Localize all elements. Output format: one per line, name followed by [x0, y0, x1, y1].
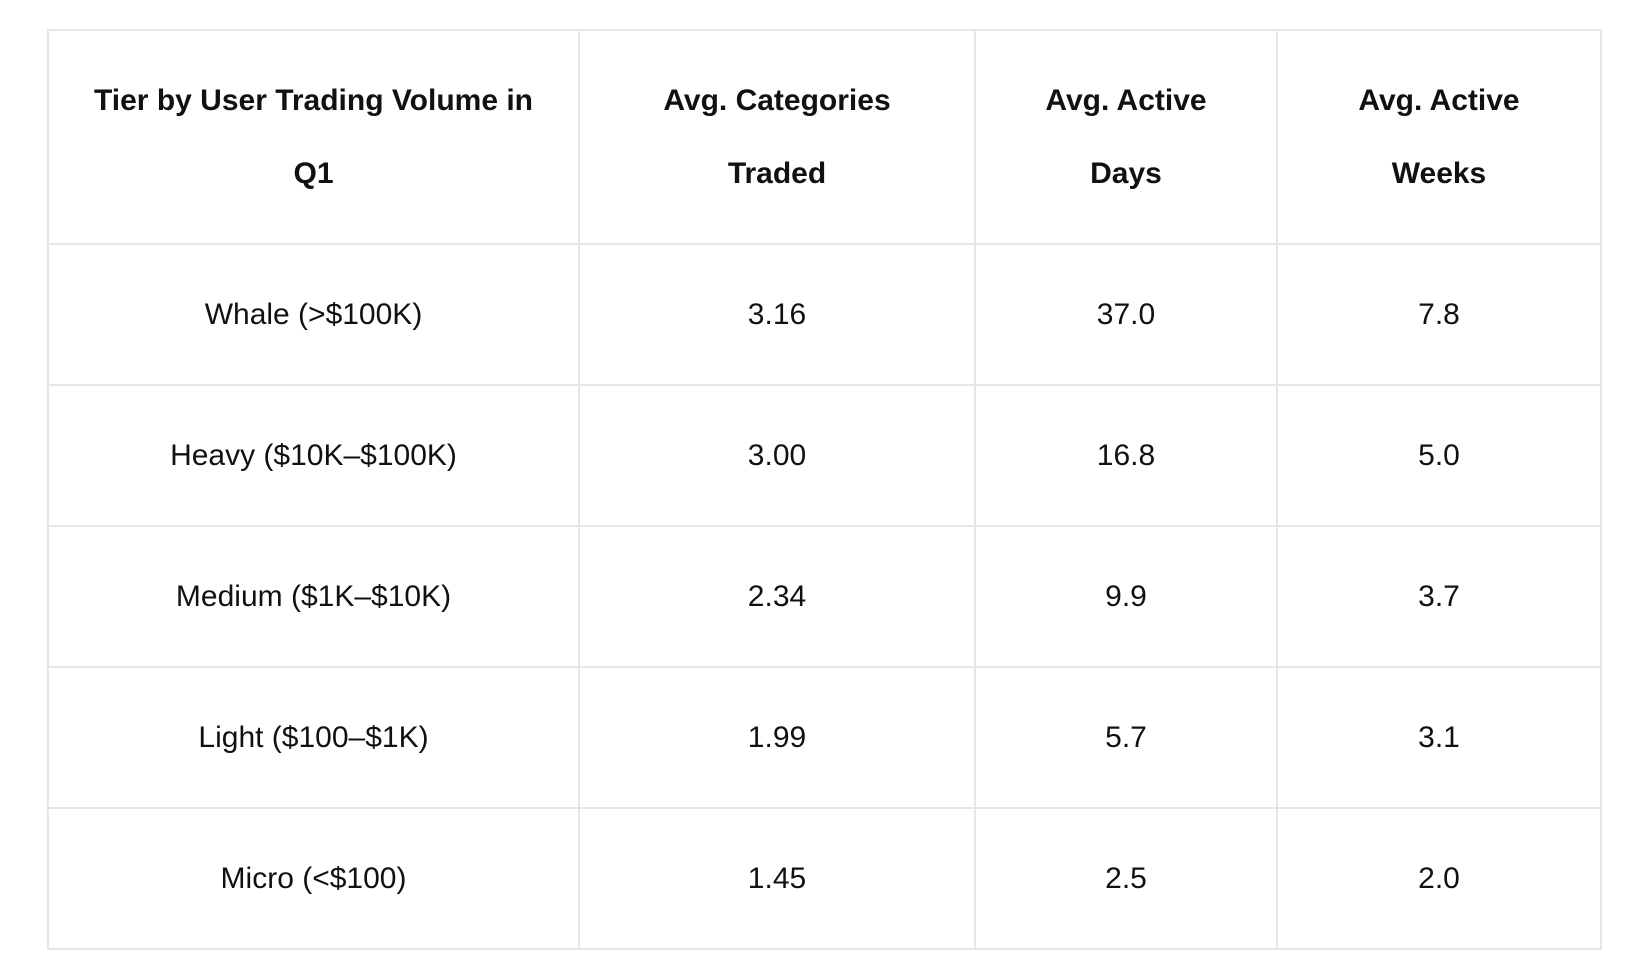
value-cell: 2.34	[578, 525, 976, 668]
header-cell: Avg. Active Days	[974, 29, 1278, 245]
value-cell: 16.8	[974, 384, 1278, 527]
table-row: Whale (>$100K) 3.16 37.0 7.8	[47, 243, 1602, 386]
table-body: Whale (>$100K) 3.16 37.0 7.8 Heavy ($10K–$10…	[47, 243, 1602, 950]
tier-cell: Micro (<$100)	[47, 807, 580, 950]
value-cell: 5.7	[974, 666, 1278, 809]
table-row: Light ($100–$1K) 1.99 5.7 3.1	[47, 666, 1602, 809]
value-cell: 1.99	[578, 666, 976, 809]
tier-cell: Heavy ($10K–$100K)	[47, 384, 580, 527]
data-table: Tier by User Trading Volume in Q1 Avg. Ca…	[47, 29, 1602, 950]
tier-cell: Medium ($1K–$10K)	[47, 525, 580, 668]
value-cell: 2.0	[1276, 807, 1602, 950]
table-row: Heavy ($10K–$100K) 3.00 16.8 5.0	[47, 384, 1602, 527]
table-header: Tier by User Trading Volume in Q1 Avg. Ca…	[47, 29, 1602, 245]
header-cell: Avg. Active Weeks	[1276, 29, 1602, 245]
value-cell: 37.0	[974, 243, 1278, 386]
value-cell: 3.16	[578, 243, 976, 386]
tier-cell: Light ($100–$1K)	[47, 666, 580, 809]
header-row: Tier by User Trading Volume in Q1 Avg. Ca…	[47, 29, 1602, 245]
value-cell: 7.8	[1276, 243, 1602, 386]
value-cell: 2.5	[974, 807, 1278, 950]
value-cell: 5.0	[1276, 384, 1602, 527]
value-cell: 3.1	[1276, 666, 1602, 809]
header-cell: Avg. Categories Traded	[578, 29, 976, 245]
value-cell: 3.7	[1276, 525, 1602, 668]
tier-cell: Whale (>$100K)	[47, 243, 580, 386]
value-cell: 1.45	[578, 807, 976, 950]
table-row: Medium ($1K–$10K) 2.34 9.9 3.7	[47, 525, 1602, 668]
value-cell: 3.00	[578, 384, 976, 527]
value-cell: 9.9	[974, 525, 1278, 668]
table-row: Micro (<$100) 1.45 2.5 2.0	[47, 807, 1602, 950]
header-cell: Tier by User Trading Volume in Q1	[47, 29, 580, 245]
